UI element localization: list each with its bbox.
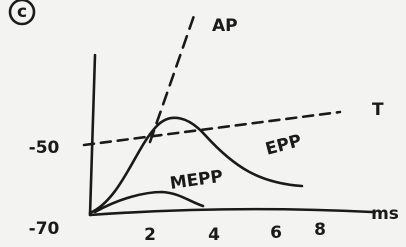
ap-label: AP — [212, 16, 238, 36]
x-unit: ms — [371, 204, 399, 224]
x-label: 2 — [144, 225, 156, 245]
sketch: c AP T EPP MEPP -50 -70 2 4 6 8 ms — [0, 0, 406, 247]
x-label: 4 — [208, 225, 220, 245]
x-label: 8 — [314, 220, 326, 240]
y-label: -70 — [29, 219, 60, 239]
panel-label: c — [17, 2, 27, 22]
threshold-label: T — [372, 100, 384, 120]
y-label: -50 — [29, 138, 60, 158]
x-label: 6 — [270, 223, 282, 243]
